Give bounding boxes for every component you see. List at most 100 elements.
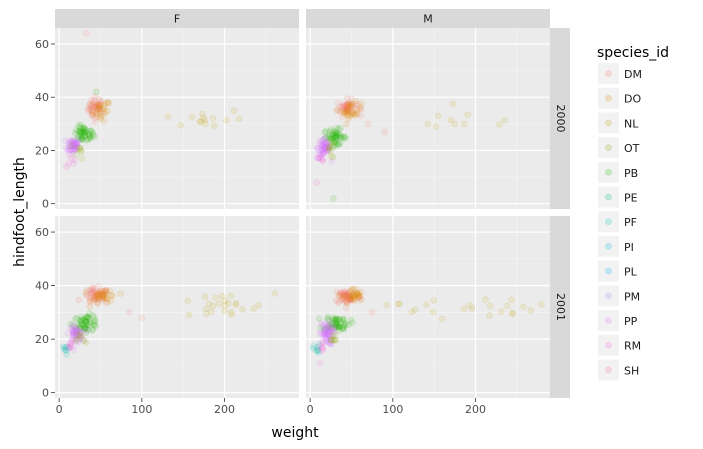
data-point-pp (69, 146, 77, 154)
data-point-dm (95, 283, 102, 290)
data-point-pp (68, 137, 76, 144)
data-point-pb (77, 121, 85, 128)
data-point-pp (325, 333, 333, 341)
data-point-nl (538, 301, 546, 308)
data-point-pb (326, 142, 333, 149)
data-point-do (104, 298, 111, 306)
data-point-dm (336, 292, 344, 299)
data-point-pb (331, 316, 338, 324)
data-point-dm (342, 298, 349, 306)
data-point-pf (62, 346, 69, 354)
data-point-pp (324, 325, 332, 332)
legend-item-pm: PM (598, 285, 640, 307)
data-point-nl (232, 301, 240, 308)
data-point-pb (84, 321, 92, 329)
data-point-pf (315, 341, 323, 348)
data-point-pb (329, 195, 337, 202)
data-point-do (352, 112, 360, 119)
data-point-pb (334, 133, 341, 141)
data-point-pb (337, 319, 344, 326)
data-point-pb (328, 135, 336, 143)
data-point-rm (66, 151, 73, 159)
data-point-dm (334, 299, 342, 307)
data-point-pb (81, 128, 89, 136)
data-point-dm (364, 120, 372, 128)
legend-label: PP (624, 315, 638, 328)
legend-marker (605, 267, 612, 275)
data-point-pb (85, 315, 92, 322)
data-point-dm (343, 291, 351, 299)
data-point-dm (345, 101, 353, 108)
data-point-dm (342, 293, 350, 301)
data-point-dm (343, 107, 350, 115)
data-point-pp (72, 139, 80, 147)
data-point-pp (70, 142, 78, 149)
data-point-dm (355, 293, 362, 300)
data-point-ot (80, 337, 88, 344)
data-point-pp (326, 329, 334, 336)
data-point-dm (344, 292, 352, 300)
data-point-pp (324, 145, 332, 153)
data-point-pp (322, 330, 329, 338)
data-point-pp (319, 142, 326, 150)
data-point-do (347, 101, 354, 108)
data-point-pp (74, 326, 82, 333)
data-point-do (340, 109, 348, 116)
data-point-nl (250, 305, 257, 312)
data-point-pb (340, 322, 348, 329)
data-point-pb (81, 325, 89, 333)
data-point-pb (78, 319, 86, 326)
data-point-do (99, 292, 106, 299)
data-point-pp (70, 324, 78, 332)
data-point-pb (335, 323, 342, 330)
data-point-pb (331, 133, 338, 140)
data-point-dm (95, 96, 103, 103)
data-point-dm (90, 288, 98, 296)
data-point-pp (72, 332, 80, 340)
data-point-dm (337, 103, 344, 111)
data-point-pb (330, 128, 338, 135)
data-point-pb (78, 134, 86, 142)
data-point-pb (80, 315, 87, 323)
data-point-pp (76, 333, 83, 340)
data-point-pp (323, 324, 331, 331)
data-point-pb (340, 325, 348, 333)
data-point-dm (333, 288, 341, 296)
data-point-pb (331, 138, 338, 146)
data-point-pb (341, 133, 348, 140)
data-point-nl (185, 311, 193, 319)
data-point-pb (337, 132, 344, 139)
data-point-rm (316, 154, 324, 162)
panel-background (55, 216, 299, 398)
data-point-dm (342, 289, 350, 296)
data-point-pp (320, 143, 328, 151)
data-point-ot (76, 330, 84, 338)
data-point-do (94, 113, 101, 121)
data-point-dm (97, 290, 105, 298)
data-point-dm (138, 314, 146, 322)
data-point-pp (319, 150, 327, 157)
data-point-pp (65, 140, 72, 148)
legend: species_id DM DO NL OT PB PE PF PI PL PM PP RM SH (597, 45, 669, 381)
data-point-do (344, 106, 352, 114)
data-point-dm (333, 107, 341, 115)
data-point-do (349, 296, 357, 304)
legend-marker (605, 193, 612, 201)
data-point-do (344, 294, 352, 301)
data-point-pb (86, 310, 93, 317)
data-point-nl (255, 301, 262, 309)
data-point-nl (411, 306, 419, 314)
data-point-pb (86, 319, 94, 327)
data-point-pb (326, 321, 334, 329)
data-point-do (349, 285, 356, 293)
data-point-dm (88, 108, 96, 116)
data-point-do (355, 292, 363, 300)
data-point-pp (73, 331, 80, 339)
data-point-ot (75, 145, 82, 152)
data-point-pb (77, 316, 85, 324)
data-point-dm (343, 298, 350, 305)
data-point-pp (328, 340, 335, 347)
data-point-pb (333, 319, 340, 327)
data-point-do (351, 292, 359, 299)
data-point-pb (71, 137, 78, 144)
